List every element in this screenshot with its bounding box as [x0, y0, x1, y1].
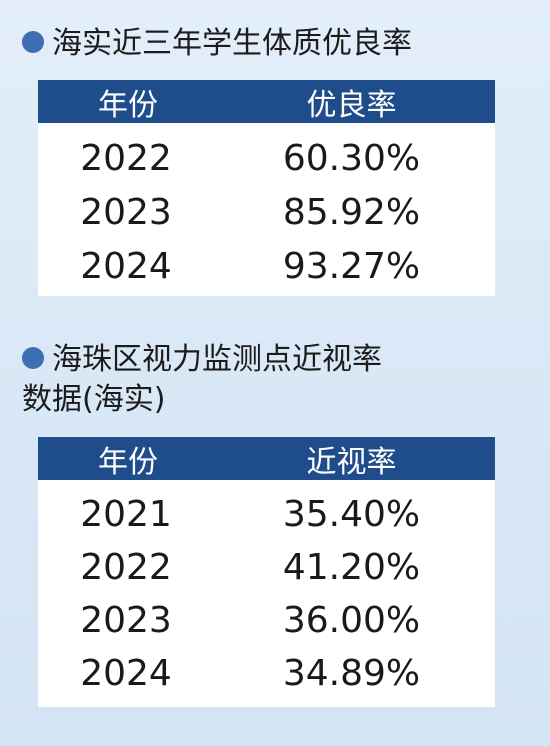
rate-cell: 60.30%	[282, 137, 421, 179]
table-row: 2023 85.92%	[38, 185, 495, 239]
table-row: 2023 36.00%	[38, 594, 495, 647]
section2-title-line2: 数据(海实)	[22, 382, 166, 417]
rate-cell: 93.27%	[282, 245, 421, 287]
year-cell: 2024	[80, 653, 172, 694]
year-cell: 2022	[80, 137, 172, 179]
bullet-icon	[22, 346, 44, 369]
section1-title: 海实近三年学生体质优良率	[22, 24, 412, 64]
section2-title: 海珠区视力监测点近视率	[22, 340, 382, 380]
myopia-table: 年份 近视率 2021 35.40% 2022 41.20% 2023 36.0…	[38, 437, 495, 707]
year-cell: 2024	[80, 245, 172, 287]
table-header: 年份 优良率	[38, 80, 495, 123]
header-rate: 优良率	[306, 87, 397, 123]
section2-title-line1: 海珠区视力监测点近视率	[52, 342, 382, 377]
header-rate: 近视率	[306, 444, 397, 480]
fitness-table: 年份 优良率 2022 60.30% 2023 85.92% 2024 93.2…	[38, 80, 495, 296]
year-cell: 2023	[80, 191, 172, 233]
table-header: 年份 近视率	[38, 437, 495, 480]
bullet-icon	[22, 30, 44, 53]
rate-cell: 85.92%	[282, 191, 421, 233]
header-year: 年份	[98, 444, 158, 480]
table-row: 2022 41.20%	[38, 541, 495, 594]
header-year: 年份	[98, 87, 158, 123]
section1-title-text: 海实近三年学生体质优良率	[52, 26, 412, 61]
year-cell: 2021	[80, 494, 172, 535]
year-cell: 2022	[80, 547, 172, 588]
table-row: 2024 34.89%	[38, 647, 495, 700]
table-row: 2021 35.40%	[38, 488, 495, 541]
rate-cell: 35.40%	[282, 494, 421, 535]
rate-cell: 34.89%	[282, 653, 421, 694]
table-row: 2022 60.30%	[38, 131, 495, 185]
rate-cell: 36.00%	[282, 600, 421, 641]
rate-cell: 41.20%	[282, 547, 421, 588]
year-cell: 2023	[80, 600, 172, 641]
table-row: 2024 93.27%	[38, 239, 495, 293]
